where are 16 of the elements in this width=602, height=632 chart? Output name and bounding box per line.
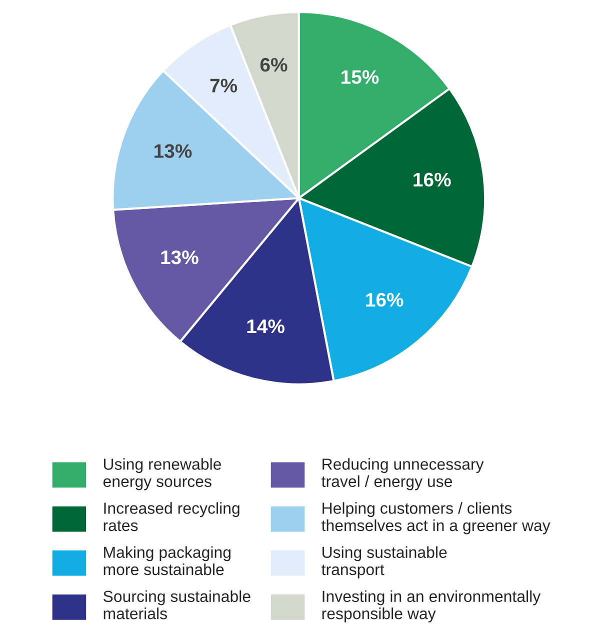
- legend-label: Sourcing sustainable materials: [103, 590, 250, 620]
- legend-label: Helping customers / clients themselves act in a greener way: [322, 502, 550, 534]
- data-label: 7%: [210, 78, 238, 92]
- legend-label: Reducing unnecessary travel / energy use: [322, 458, 484, 490]
- data-label: 14%: [247, 319, 284, 334]
- data-label: 16%: [414, 172, 451, 187]
- legend-label: Investing in an environmentally responsible way: [322, 590, 541, 622]
- legend-label: Making packaging more sustainable: [104, 546, 230, 576]
- data-label: 13%: [161, 250, 198, 264]
- data-label: 6%: [260, 58, 288, 72]
- data-label: 16%: [366, 292, 404, 307]
- data-label: 13%: [154, 144, 192, 158]
- legend-label: Increased recycling rates: [104, 502, 240, 532]
- legend-label: Using sustainable transport: [322, 546, 447, 578]
- data-label: 15%: [342, 70, 379, 84]
- legend-label: Using renewable energy sources: [103, 458, 222, 490]
